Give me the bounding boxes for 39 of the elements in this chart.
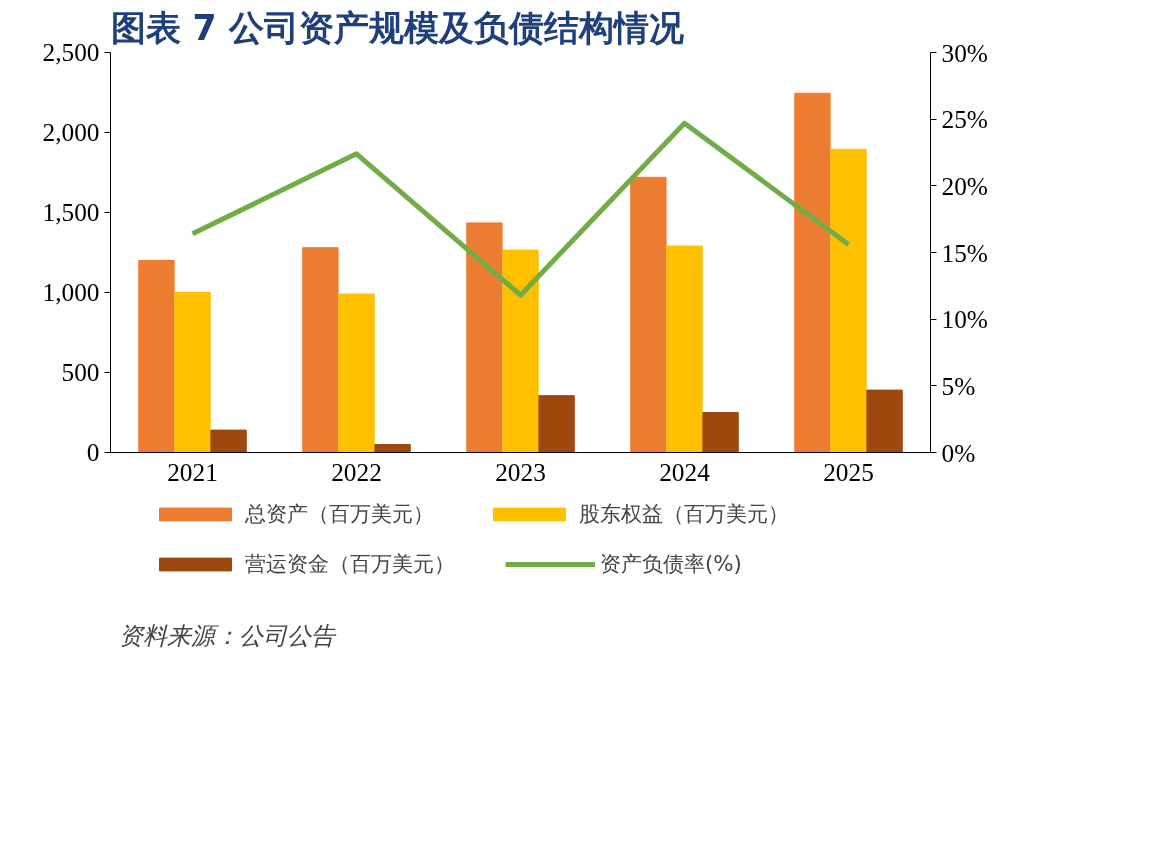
y2-tick-label: 0% bbox=[941, 438, 976, 467]
y2-tick-label: 20% bbox=[941, 171, 988, 200]
bar bbox=[666, 245, 703, 453]
bar bbox=[538, 395, 575, 453]
legend-label: 营运资金（百万美元） bbox=[245, 550, 455, 578]
legend-label: 股东权益（百万美元） bbox=[579, 500, 789, 528]
chart-title: 图表 7 公司资产规模及负债结构情况 bbox=[110, 7, 684, 48]
bar bbox=[466, 222, 503, 453]
y-tick-label: 1,500 bbox=[42, 198, 100, 226]
x-tick-label: 2025 bbox=[823, 457, 874, 486]
x-tick-label: 2022 bbox=[331, 457, 382, 486]
x-tick-label: 2023 bbox=[495, 457, 546, 486]
x-tick-label: 2024 bbox=[659, 457, 711, 486]
bar bbox=[338, 293, 375, 453]
y2-tick-label: 15% bbox=[941, 238, 988, 267]
bar bbox=[138, 260, 175, 453]
bar bbox=[866, 389, 903, 453]
bar bbox=[830, 148, 867, 453]
bar bbox=[794, 92, 831, 453]
y-tick-label: 2,500 bbox=[42, 38, 100, 66]
x-tick-label: 2021 bbox=[167, 457, 218, 486]
bar bbox=[374, 444, 411, 453]
bar bbox=[702, 412, 739, 453]
y2-tick-label: 5% bbox=[941, 371, 976, 400]
bar bbox=[630, 176, 667, 453]
y2-tick-label: 10% bbox=[941, 305, 988, 334]
legend-label: 资产负债率(%) bbox=[600, 550, 742, 578]
bar bbox=[502, 249, 539, 453]
bar bbox=[210, 429, 247, 453]
y-tick-label: 0 bbox=[86, 438, 100, 466]
y-tick-label: 1,000 bbox=[42, 278, 100, 306]
bar bbox=[302, 247, 339, 453]
bar bbox=[174, 292, 211, 453]
y-tick-label: 500 bbox=[61, 358, 100, 386]
y-tick-label: 2,000 bbox=[42, 118, 100, 146]
legend-label: 总资产（百万美元） bbox=[245, 500, 434, 528]
y2-tick-label: 30% bbox=[941, 38, 988, 67]
text: 资料来源：公司公告 bbox=[118, 621, 337, 650]
y2-tick-label: 25% bbox=[941, 105, 988, 134]
